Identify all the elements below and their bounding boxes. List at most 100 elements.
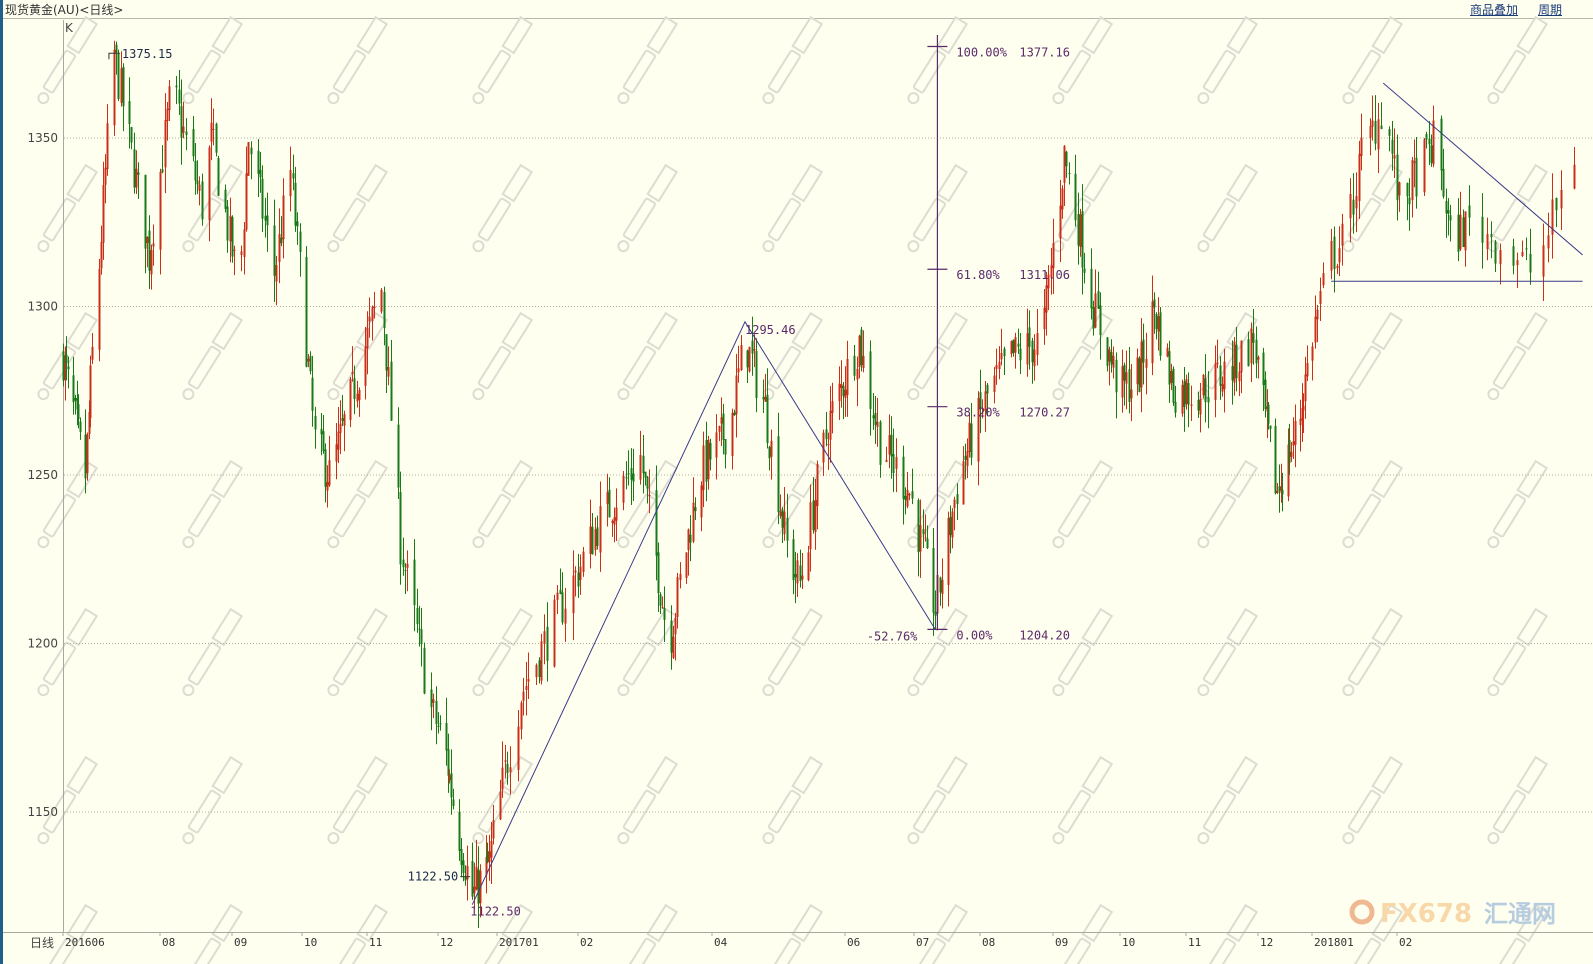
price-bar-body bbox=[862, 355, 865, 369]
price-bar-body bbox=[1092, 307, 1095, 329]
price-bar-body bbox=[718, 425, 721, 432]
price-bar-body bbox=[1094, 293, 1097, 328]
price-bar-body bbox=[278, 234, 281, 262]
x-tick-label: 201701 bbox=[499, 936, 539, 949]
x-tick-label: 11 bbox=[369, 936, 382, 949]
watermark-fx678-mark bbox=[767, 197, 801, 242]
price-bar-body bbox=[196, 180, 199, 185]
price-bar-body bbox=[874, 412, 877, 425]
watermark-copyright-icon bbox=[907, 832, 920, 845]
price-bar-body bbox=[670, 620, 673, 653]
watermark-fx678-mark bbox=[187, 789, 221, 834]
watermark bbox=[1487, 607, 1549, 697]
watermark-fx678-mark bbox=[187, 49, 221, 94]
price-bar-body bbox=[102, 185, 105, 243]
price-bar-body bbox=[1428, 138, 1431, 145]
price-bar-body bbox=[1125, 372, 1128, 384]
price-bar-body bbox=[1219, 365, 1222, 386]
watermark-copyright-icon bbox=[472, 92, 485, 105]
price-bar-body bbox=[1299, 418, 1302, 426]
price-bar-body bbox=[328, 460, 331, 486]
price-bar-body bbox=[113, 49, 116, 126]
price-bar-body bbox=[1214, 363, 1217, 400]
watermark bbox=[617, 15, 679, 105]
watermark-copyright-icon bbox=[1052, 684, 1065, 697]
watermark-copyright-icon bbox=[617, 388, 630, 401]
watermark-fx678-mark bbox=[477, 345, 511, 390]
price-bar-body bbox=[168, 86, 171, 111]
watermark-copyright-icon bbox=[907, 92, 920, 105]
price-bar-body bbox=[1187, 383, 1190, 405]
price-bar-body bbox=[768, 446, 771, 459]
price-bar-body bbox=[1019, 348, 1022, 361]
watermark-copyright-icon bbox=[1197, 536, 1210, 549]
price-bar-body bbox=[538, 660, 541, 677]
watermark-cn-mark bbox=[356, 15, 389, 55]
price-bar-body bbox=[1157, 316, 1160, 332]
price-bar-body bbox=[1017, 343, 1020, 347]
x-tick-label: 04 bbox=[714, 936, 728, 949]
price-bar-body bbox=[594, 529, 597, 551]
price-bar-body bbox=[182, 126, 185, 133]
watermark-fx678-mark bbox=[1057, 789, 1091, 834]
price-bar-body bbox=[527, 678, 530, 682]
trend-line bbox=[1382, 82, 1583, 256]
price-bar-body bbox=[525, 686, 528, 690]
watermark-fx678-mark bbox=[332, 937, 366, 964]
watermark bbox=[37, 755, 99, 845]
price-bar-body bbox=[137, 172, 140, 175]
watermark-copyright-icon bbox=[1197, 240, 1210, 253]
watermark bbox=[187, 903, 244, 964]
price-bar-body bbox=[404, 569, 407, 571]
watermark-cn-mark bbox=[1516, 311, 1549, 351]
watermark bbox=[1492, 903, 1549, 964]
watermark-cn-mark bbox=[791, 311, 824, 351]
price-bar-body bbox=[1499, 250, 1502, 265]
watermark-copyright-icon bbox=[762, 536, 775, 549]
overlay-commodity-link[interactable]: 商品叠加 bbox=[1470, 3, 1519, 17]
watermark-fx678-mark bbox=[1492, 197, 1526, 242]
watermark-fx678-mark bbox=[477, 937, 511, 964]
watermark-cn-mark bbox=[211, 163, 244, 203]
watermark bbox=[472, 607, 534, 697]
price-bar-body bbox=[217, 157, 220, 196]
price-bar-body bbox=[764, 396, 767, 402]
price-bar-body bbox=[1151, 301, 1154, 364]
watermark bbox=[1197, 459, 1259, 549]
x-tick-label: 201801 bbox=[1314, 936, 1354, 949]
price-bar-body bbox=[1396, 154, 1399, 201]
price-bar-body bbox=[76, 398, 79, 410]
price-bar-body bbox=[146, 236, 149, 243]
price-bar-body bbox=[322, 431, 325, 452]
price-bar-body bbox=[630, 468, 633, 480]
watermark-cn-mark bbox=[66, 607, 99, 647]
price-bar-body bbox=[1369, 126, 1372, 138]
period-link[interactable]: 周期 bbox=[1538, 3, 1563, 17]
price-bar-body bbox=[341, 418, 344, 421]
x-tick-label: 07 bbox=[916, 936, 929, 949]
watermark-fx678-mark bbox=[912, 641, 946, 686]
price-bar-body bbox=[1306, 362, 1309, 377]
price-bar-body bbox=[1290, 451, 1293, 457]
price-bar-body bbox=[432, 699, 435, 704]
price-bar-body bbox=[364, 346, 367, 386]
price-bar-body bbox=[648, 495, 651, 497]
price-bar-body bbox=[1142, 339, 1145, 363]
watermark bbox=[1487, 459, 1549, 549]
price-bar-body bbox=[1153, 299, 1156, 308]
price-bar-body bbox=[1316, 309, 1319, 320]
price-bar-body bbox=[135, 168, 138, 188]
price-bar-body bbox=[406, 563, 409, 568]
price-bar-body bbox=[320, 428, 323, 435]
x-tick-label: 10 bbox=[1122, 936, 1135, 949]
watermark-fx678-mark bbox=[1057, 345, 1091, 390]
watermark-copyright-icon bbox=[327, 536, 340, 549]
price-bar-body bbox=[1068, 173, 1071, 175]
price-bar-body bbox=[1145, 359, 1148, 368]
price-bar-body bbox=[1380, 125, 1383, 130]
watermark bbox=[1342, 459, 1404, 549]
watermark-fx678-mark bbox=[1057, 937, 1091, 964]
watermark bbox=[617, 755, 679, 845]
watermark-fx678-mark bbox=[332, 345, 366, 390]
